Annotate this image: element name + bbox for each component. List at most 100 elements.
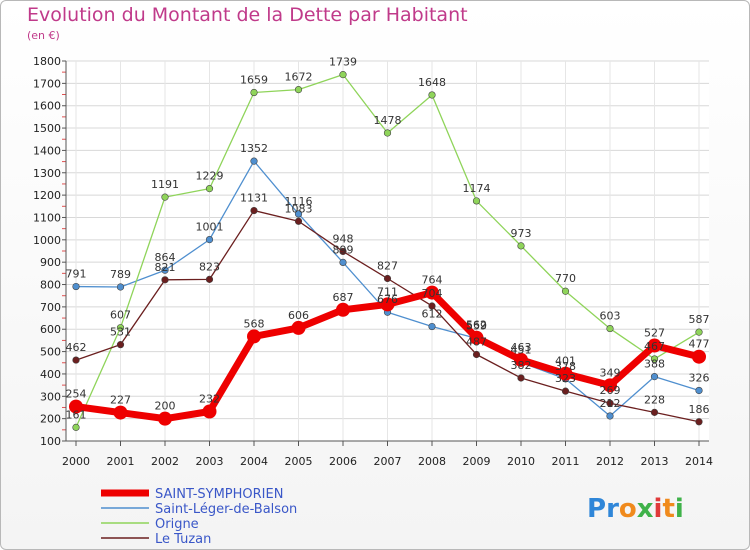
data-label: 186 xyxy=(689,403,710,416)
y-tick-label: 1400 xyxy=(33,144,61,157)
legend-label: Origne xyxy=(155,517,199,532)
data-point xyxy=(205,236,214,244)
data-label: 349 xyxy=(600,366,621,379)
data-label: 326 xyxy=(689,371,710,384)
x-tick-label: 2000 xyxy=(62,455,90,468)
data-point xyxy=(561,387,570,395)
data-label: 269 xyxy=(600,384,621,397)
series-origne xyxy=(72,71,703,431)
data-label: 232 xyxy=(199,392,220,405)
y-tick-label: 800 xyxy=(40,279,61,292)
data-point xyxy=(472,350,481,359)
data-point xyxy=(339,258,347,267)
data-label: 487 xyxy=(466,335,487,348)
data-label: 1672 xyxy=(285,71,313,84)
data-point xyxy=(339,71,347,79)
data-label: 587 xyxy=(689,313,710,326)
data-label: 388 xyxy=(644,358,665,371)
data-label: 568 xyxy=(244,317,265,330)
data-point xyxy=(606,412,614,420)
series-saint-symphorien xyxy=(69,285,706,426)
data-label: 711 xyxy=(377,285,398,298)
data-point xyxy=(383,274,392,283)
data-point xyxy=(383,129,392,137)
legend-item: Origne xyxy=(101,517,199,532)
data-label: 704 xyxy=(422,287,443,300)
data-label: 562 xyxy=(466,319,487,332)
x-tick-label: 2002 xyxy=(151,455,179,468)
brand-letter: i xyxy=(675,494,684,524)
data-label: 477 xyxy=(689,338,710,351)
x-tick-label: 2012 xyxy=(596,455,624,468)
data-label: 212 xyxy=(600,397,621,410)
brand-letter: t xyxy=(662,494,674,524)
data-point xyxy=(339,247,347,256)
x-tick-label: 2014 xyxy=(685,455,713,468)
data-point xyxy=(336,302,350,317)
data-point xyxy=(428,302,436,310)
x-tick-label: 2009 xyxy=(463,455,491,468)
data-point xyxy=(472,197,481,205)
data-point xyxy=(380,297,395,312)
y-tick-label: 1800 xyxy=(33,55,61,68)
data-point xyxy=(158,411,172,426)
y-tick-label: 1700 xyxy=(33,77,61,90)
data-label: 821 xyxy=(155,261,176,274)
data-label: 531 xyxy=(110,326,131,339)
data-point xyxy=(116,283,125,291)
data-label: 770 xyxy=(555,272,576,285)
y-tick-label: 1200 xyxy=(33,189,61,202)
y-tick-label: 1300 xyxy=(33,167,61,180)
data-point xyxy=(250,88,258,97)
x-tick-label: 2013 xyxy=(641,455,669,468)
y-tick-label: 400 xyxy=(40,368,61,381)
data-point xyxy=(603,378,617,393)
data-point xyxy=(294,210,303,218)
data-point xyxy=(250,206,258,215)
data-point xyxy=(202,404,217,419)
legend-label: Le Tuzan xyxy=(155,532,211,547)
data-label: 973 xyxy=(511,227,532,240)
data-point xyxy=(695,418,703,426)
data-labels-layer: 254 227 200 232 568 606 687 711 764 562 463 401 349 5… xyxy=(66,56,710,422)
brand-text: Proxiti xyxy=(587,494,684,524)
data-point xyxy=(606,324,614,333)
data-point xyxy=(294,86,303,94)
y-tick-label: 1600 xyxy=(33,100,61,113)
data-point xyxy=(294,217,303,225)
data-label: 603 xyxy=(600,310,621,323)
data-label: 559 xyxy=(466,319,487,332)
data-label: 676 xyxy=(377,293,398,306)
series-le-tuzan xyxy=(72,206,703,426)
data-label: 227 xyxy=(110,394,131,407)
data-point xyxy=(72,356,80,364)
data-point xyxy=(161,276,169,284)
data-point xyxy=(695,328,703,336)
data-label: 606 xyxy=(288,309,309,322)
data-label: 1116 xyxy=(285,195,313,208)
data-label: 451 xyxy=(511,344,532,357)
data-label: 1478 xyxy=(374,114,402,127)
y-tick-label: 600 xyxy=(40,323,61,336)
x-tick-label: 2010 xyxy=(507,455,535,468)
data-point xyxy=(69,399,83,414)
brand-letter: i xyxy=(654,494,663,524)
data-label: 607 xyxy=(110,309,131,322)
data-label: 254 xyxy=(66,388,87,401)
brand-logo: Proxiti xyxy=(587,494,684,524)
data-point xyxy=(72,423,80,431)
x-tick-label: 2006 xyxy=(329,455,357,468)
data-label: 764 xyxy=(422,274,443,287)
data-label: 1659 xyxy=(240,74,268,87)
data-label: 1739 xyxy=(329,56,357,69)
data-label: 1174 xyxy=(463,182,491,195)
data-point xyxy=(650,408,659,416)
data-point xyxy=(606,399,614,407)
data-point xyxy=(205,275,214,283)
data-point xyxy=(116,324,125,332)
y-tick-label: 300 xyxy=(40,390,61,403)
data-label: 791 xyxy=(66,268,87,281)
data-label: 1131 xyxy=(240,192,268,205)
brand-letter: x xyxy=(637,494,654,524)
